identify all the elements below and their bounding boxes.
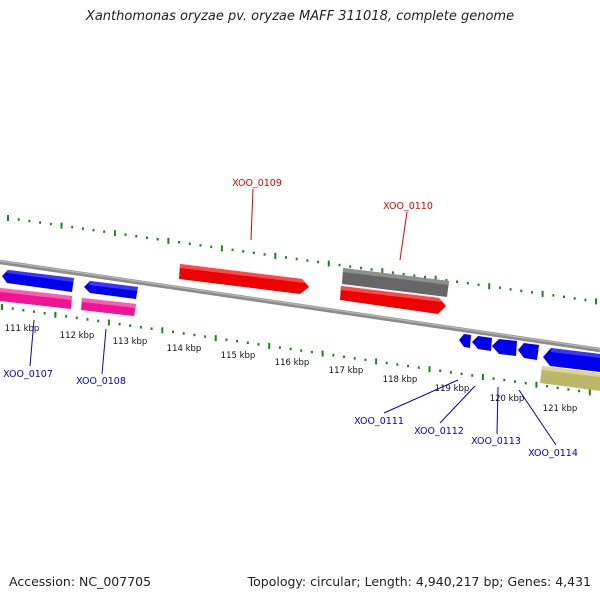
gene-XOO_0110-arrow[interactable] <box>340 286 446 314</box>
gene-label-XOO_0107: XOO_0107 <box>3 369 53 380</box>
genome-summary: Topology: circular; Length: 4,940,217 bp… <box>247 574 591 589</box>
tick-label-115: 115 kbp <box>221 351 256 361</box>
label-leaders <box>29 188 557 446</box>
blue-gene-edge[interactable] <box>543 348 600 372</box>
kbp-labels: 111 kbp 112 kbp 113 kbp 114 kbp 115 kbp … <box>5 324 578 414</box>
tick-label-114: 114 kbp <box>167 344 202 354</box>
tick-label-120: 120 kbp <box>490 394 525 404</box>
genome-backbone <box>0 259 600 353</box>
gene-XOO_0113-arrow[interactable] <box>492 339 517 356</box>
map-title: Xanthomonas oryzae pv. oryzae MAFF 31101… <box>85 9 515 24</box>
tick-label-113: 113 kbp <box>113 337 148 347</box>
pink-gene-right[interactable] <box>81 298 136 316</box>
gray-gene[interactable] <box>342 268 449 297</box>
gene-label-XOO_0114: XOO_0114 <box>528 448 578 459</box>
gene-label-XOO_0110: XOO_0110 <box>383 201 433 212</box>
outer-tick-ring <box>7 215 598 305</box>
gene-label-XOO_0108: XOO_0108 <box>76 376 126 387</box>
gene-label-XOO_0112: XOO_0112 <box>414 426 464 437</box>
gene-labels: XOO_0109 XOO_0110 XOO_0107 XOO_0108 XOO_… <box>3 178 578 459</box>
gene-XOO_0109-arrow[interactable] <box>179 264 309 294</box>
tick-label-111: 111 kbp <box>5 324 40 334</box>
gene-XOO_0114-arrow[interactable] <box>518 343 539 360</box>
gene-XOO_0112-arrow[interactable] <box>472 336 492 351</box>
pink-gene-left[interactable] <box>0 288 72 309</box>
tick-label-121: 121 kbp <box>543 404 578 414</box>
tick-label-119: 119 kbp <box>435 384 470 394</box>
gene-label-XOO_0109: XOO_0109 <box>232 178 282 189</box>
gene-XOO_0108-arrow[interactable] <box>84 281 138 299</box>
inner-tick-ring <box>1 304 591 396</box>
gene-features <box>0 264 600 391</box>
tick-label-112: 112 kbp <box>60 331 95 341</box>
accession-label: Accession: NC_007705 <box>9 574 152 589</box>
gene-label-XOO_0113: XOO_0113 <box>471 436 521 447</box>
gene-XOO_0111-arrow[interactable] <box>459 334 471 348</box>
tick-label-118: 118 kbp <box>383 375 418 385</box>
gene-XOO_0107-arrow[interactable] <box>2 270 74 292</box>
khaki-gene[interactable] <box>540 366 600 391</box>
tick-label-116: 116 kbp <box>275 358 310 368</box>
tick-label-117: 117 kbp <box>329 366 364 376</box>
gene-label-XOO_0111: XOO_0111 <box>354 416 404 427</box>
